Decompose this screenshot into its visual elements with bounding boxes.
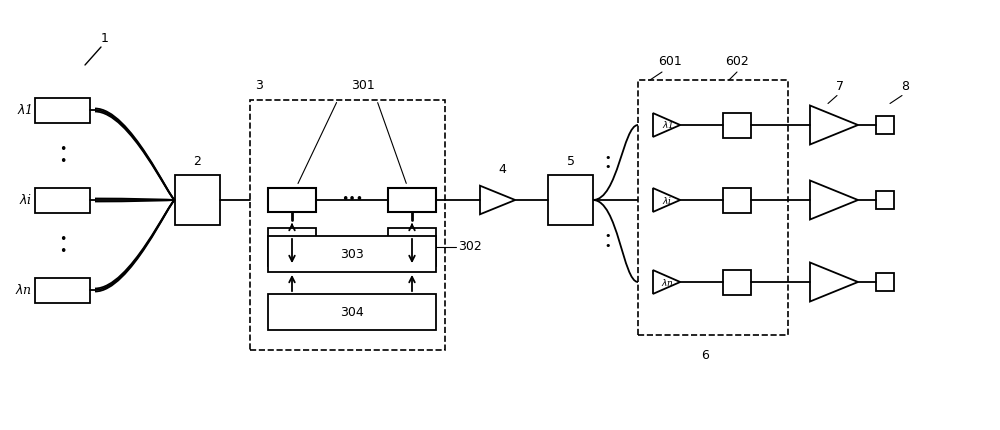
Bar [723, 187, 751, 212]
Text: •
•: • • [605, 231, 611, 251]
Text: 5: 5 [566, 155, 574, 168]
Bar [35, 277, 90, 302]
Bar [388, 188, 436, 212]
Bar [876, 191, 894, 209]
Bar [876, 116, 894, 134]
Bar [638, 80, 788, 335]
Text: $\lambda$n: $\lambda$n [661, 276, 674, 288]
Text: 3: 3 [255, 79, 263, 92]
Text: 8: 8 [901, 80, 909, 93]
Text: $\lambda$i: $\lambda$i [662, 194, 673, 206]
Text: $\lambda$1: $\lambda$1 [662, 120, 673, 130]
Text: $\lambda$i: $\lambda$i [19, 193, 32, 207]
Text: 301: 301 [351, 79, 375, 92]
Polygon shape [653, 113, 680, 137]
Bar [723, 113, 751, 138]
Text: 1: 1 [101, 32, 109, 45]
Text: •
•: • • [59, 233, 66, 258]
Bar [35, 98, 90, 123]
Polygon shape [653, 270, 680, 294]
Bar [876, 273, 894, 291]
Text: 6: 6 [702, 349, 709, 362]
Bar [268, 188, 316, 212]
Bar [268, 294, 436, 330]
Bar [250, 100, 445, 350]
Polygon shape [810, 105, 858, 144]
Text: 7: 7 [836, 80, 844, 93]
Text: 2: 2 [194, 155, 201, 168]
Text: $\lambda$1: $\lambda$1 [17, 103, 32, 117]
Text: 302: 302 [458, 240, 482, 254]
Bar [548, 175, 593, 225]
Text: •••: ••• [341, 194, 363, 206]
Bar [723, 270, 751, 295]
Polygon shape [810, 181, 858, 219]
Polygon shape [653, 188, 680, 212]
Text: •
•: • • [59, 142, 66, 168]
Text: 601: 601 [658, 55, 682, 68]
Text: 303: 303 [340, 248, 364, 261]
Bar [268, 228, 316, 266]
Bar [268, 236, 436, 272]
Text: $\lambda$n: $\lambda$n [15, 283, 32, 297]
Text: 304: 304 [340, 305, 364, 319]
Text: 602: 602 [725, 55, 749, 68]
Bar [388, 228, 436, 266]
Text: •
•: • • [605, 153, 611, 172]
Polygon shape [810, 262, 858, 301]
Text: 4: 4 [498, 163, 506, 176]
Polygon shape [480, 186, 515, 214]
Bar [35, 187, 90, 212]
Bar [175, 175, 220, 225]
